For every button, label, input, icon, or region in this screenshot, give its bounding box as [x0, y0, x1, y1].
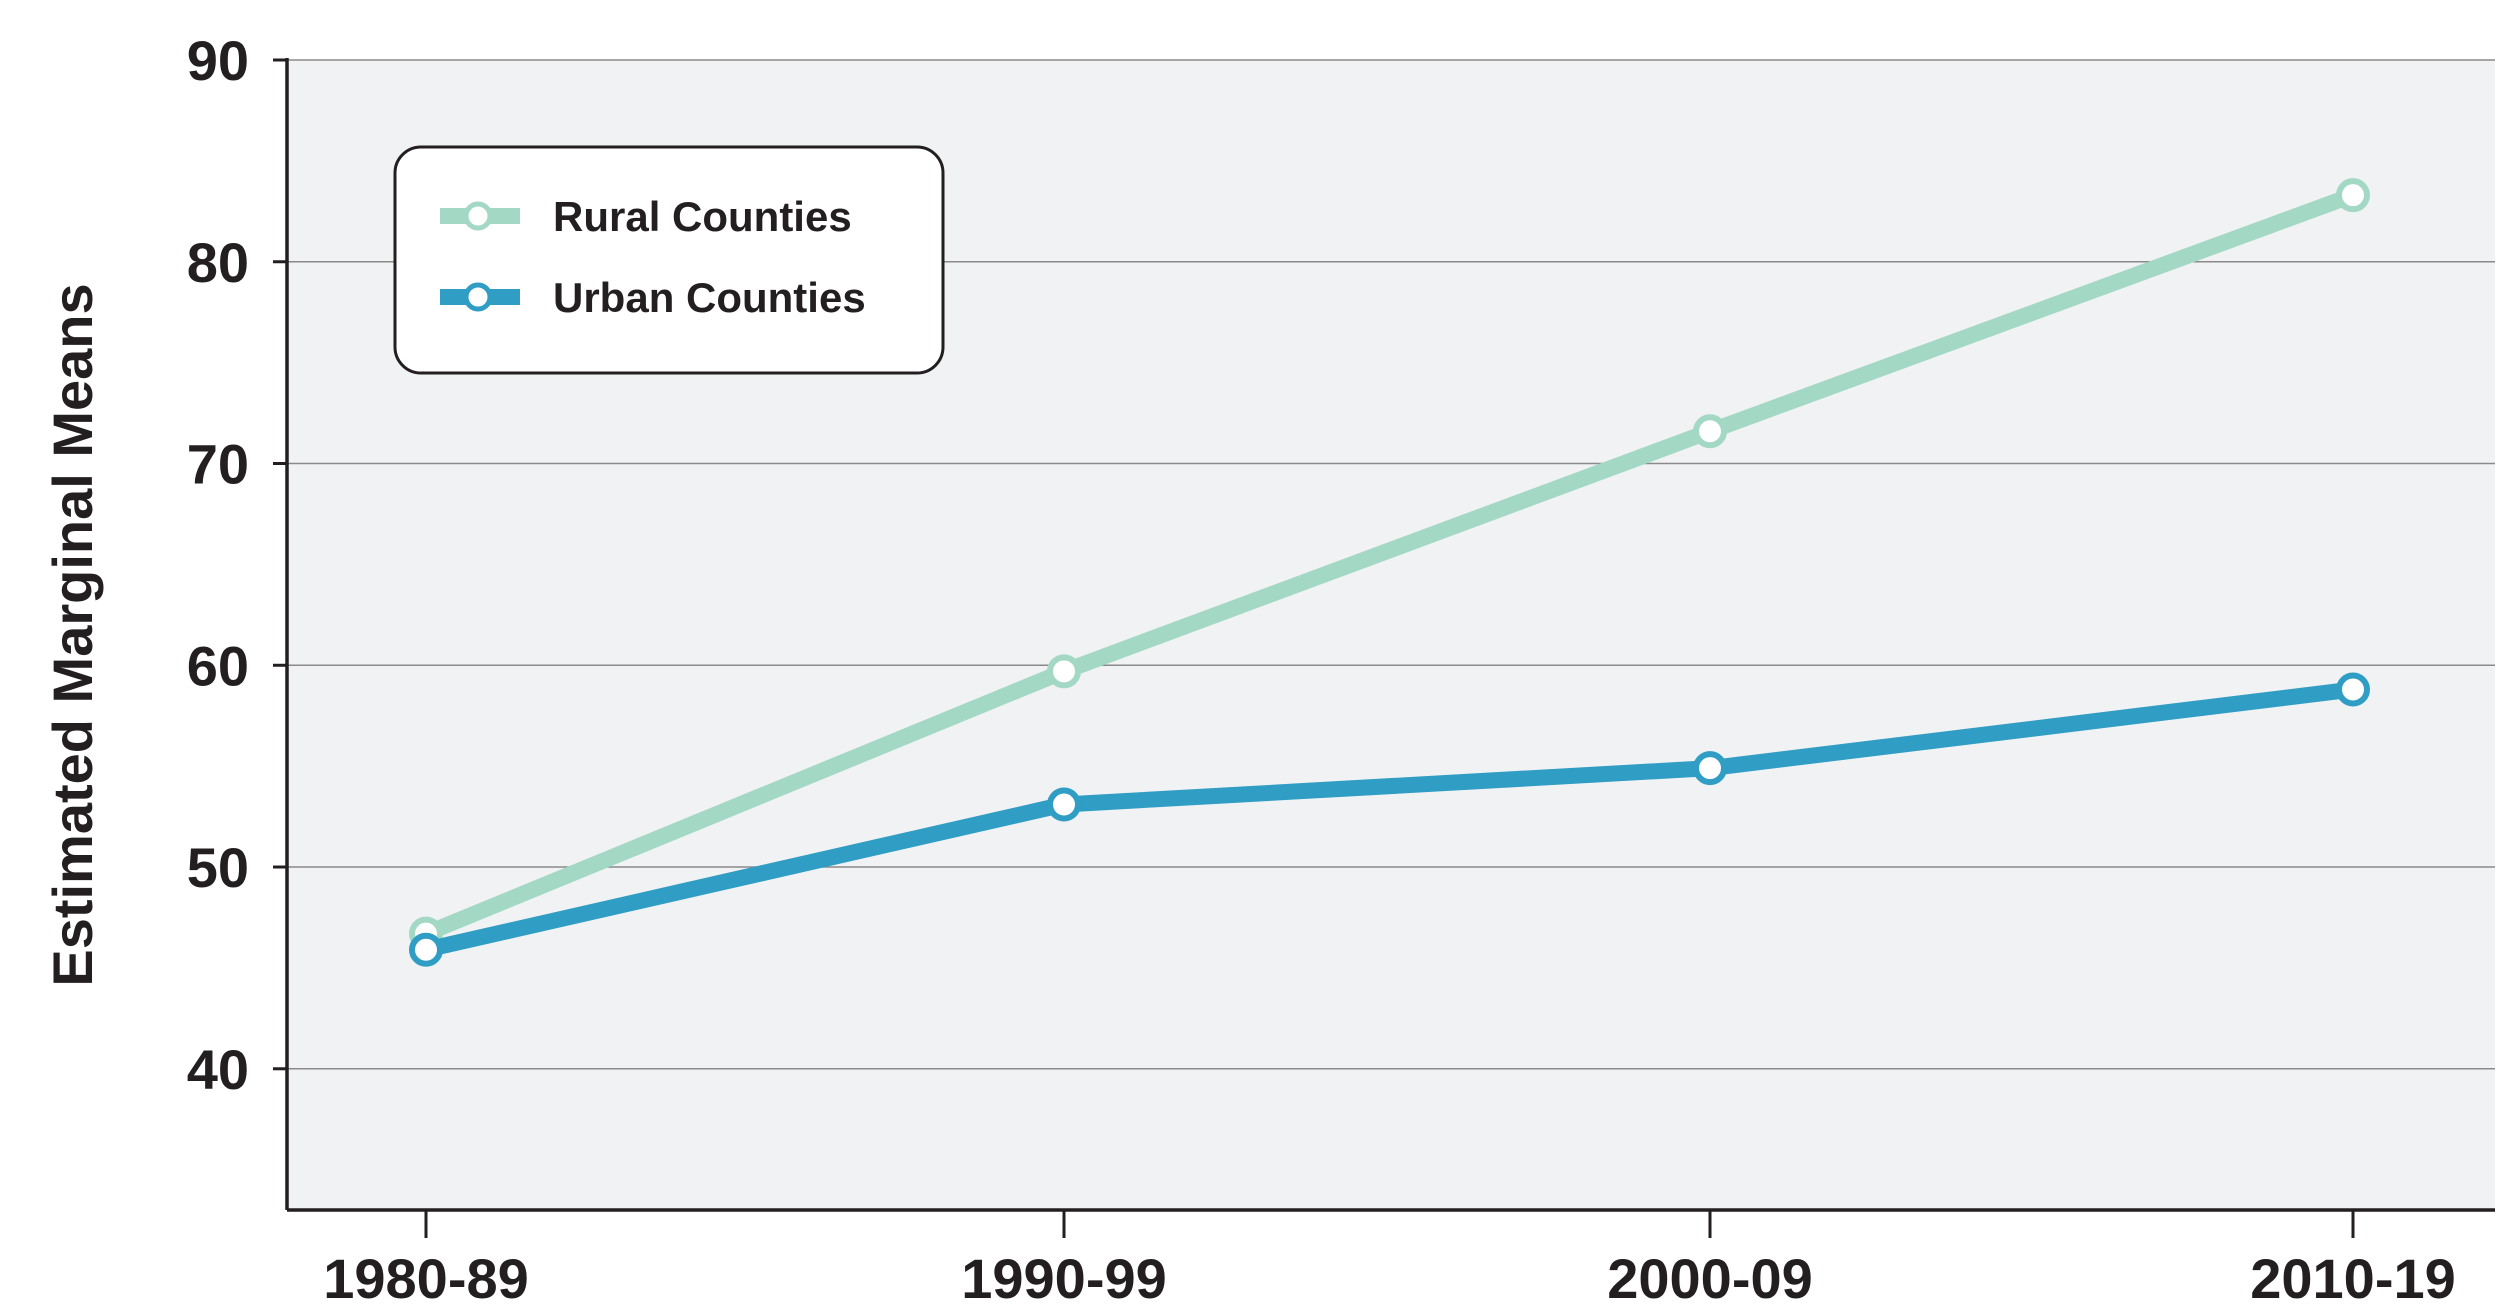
x-tick-label: 1990-99	[961, 1247, 1167, 1307]
y-tick-label: 50	[187, 836, 249, 899]
x-tick-label: 2010-19	[2250, 1247, 2456, 1307]
legend-marker-rural-counties	[463, 201, 493, 231]
urban-counties-point	[1047, 787, 1081, 822]
rural-counties-point	[1693, 414, 1727, 449]
axes: 40 50 60 70 80 90 1980-89 1990-99 2000-09 2010-19	[187, 29, 2495, 1307]
y-tick-label: 70	[187, 433, 249, 496]
y-tick-label: 40	[187, 1038, 249, 1101]
rural-counties-line	[418, 187, 2361, 942]
legend: Rural Counties Urban Counties	[393, 145, 945, 375]
rural-counties-point	[2336, 178, 2370, 213]
legend-marker-urban-counties	[463, 282, 493, 312]
series-lines	[409, 178, 2370, 967]
x-tick-label: 2000-09	[1607, 1247, 1813, 1307]
legend-label-rural-counties: Rural Counties	[553, 193, 852, 240]
urban-counties-point	[409, 932, 443, 967]
urban-counties-point	[2336, 672, 2370, 707]
y-tick-label: 60	[187, 634, 249, 697]
x-tick-label: 1980-89	[323, 1247, 529, 1307]
urban-counties-line	[418, 681, 2361, 958]
legend-label-urban-counties: Urban Counties	[553, 274, 866, 321]
y-tick-label: 80	[187, 231, 249, 294]
y-axis-title: Estimated Marginal Means	[41, 283, 104, 986]
rural-counties-point	[1047, 654, 1081, 689]
legend-box	[393, 145, 945, 375]
y-tick-label: 90	[187, 29, 249, 92]
urban-counties-point	[1693, 751, 1727, 786]
